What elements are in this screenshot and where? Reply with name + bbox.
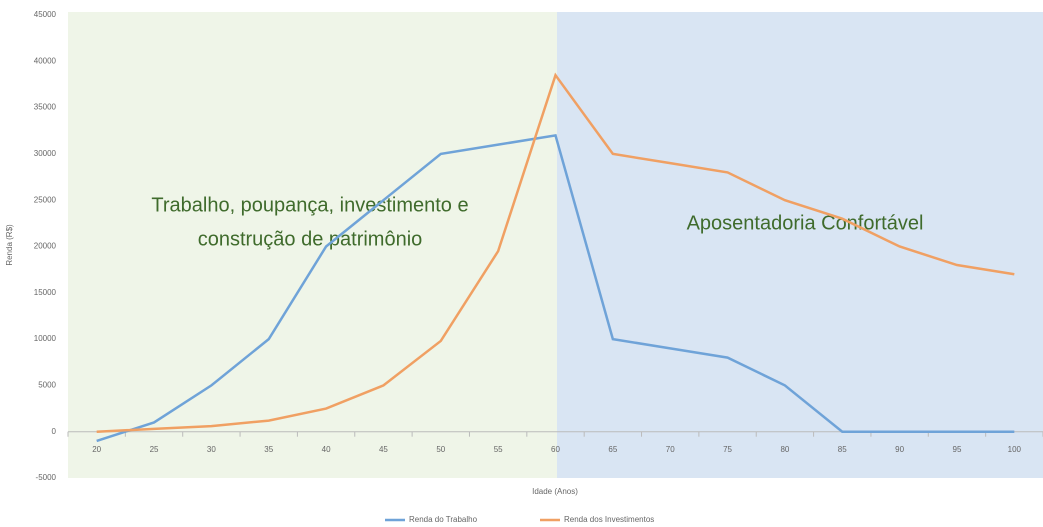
y-tick-label: 20000 — [34, 242, 57, 251]
y-tick-label: 35000 — [34, 103, 57, 112]
x-tick-label: 65 — [608, 445, 617, 454]
phase-region-retirement — [557, 12, 1043, 478]
y-axis-label: Renda (R$) — [5, 224, 14, 266]
y-tick-label: 15000 — [34, 288, 57, 297]
annotation: construção de patrimônio — [198, 228, 423, 250]
x-tick-label: 50 — [436, 445, 445, 454]
x-axis-label: Idade (Anos) — [532, 487, 578, 496]
y-tick-label: 5000 — [38, 381, 56, 390]
y-tick-label: -5000 — [36, 473, 57, 482]
x-tick-label: 60 — [551, 445, 560, 454]
series-line — [96, 72, 1015, 433]
x-tick-label: 25 — [150, 445, 159, 454]
x-tick-label: 45 — [379, 445, 388, 454]
x-tick-label: 90 — [895, 445, 904, 454]
y-tick-label: 40000 — [34, 56, 57, 65]
x-tick-label: 85 — [838, 445, 847, 454]
x-tick-label: 20 — [92, 445, 101, 454]
legend-label: Renda dos Investimentos — [564, 515, 654, 524]
x-tick-label: 75 — [723, 445, 732, 454]
x-tick-label: 35 — [264, 445, 273, 454]
x-tick-label: 40 — [322, 445, 331, 454]
y-tick-label: 0 — [52, 427, 57, 436]
x-tick-label: 95 — [953, 445, 962, 454]
x-tick-label: 70 — [666, 445, 675, 454]
y-tick-label: 30000 — [34, 149, 57, 158]
y-tick-label: 45000 — [34, 10, 57, 19]
annotation: Aposentadoria Confortável — [687, 212, 924, 234]
phase-region-work — [68, 12, 557, 478]
x-tick-label: 80 — [780, 445, 789, 454]
series-line — [96, 133, 1015, 443]
legend-label: Renda do Trabalho — [409, 515, 478, 524]
x-tick-label: 55 — [494, 445, 503, 454]
y-tick-label: 10000 — [34, 334, 57, 343]
x-tick-label: 30 — [207, 445, 216, 454]
y-tick-label: 25000 — [34, 195, 57, 204]
annotation: Trabalho, poupança, investimento e — [151, 194, 468, 216]
x-tick-label: 100 — [1008, 445, 1022, 454]
